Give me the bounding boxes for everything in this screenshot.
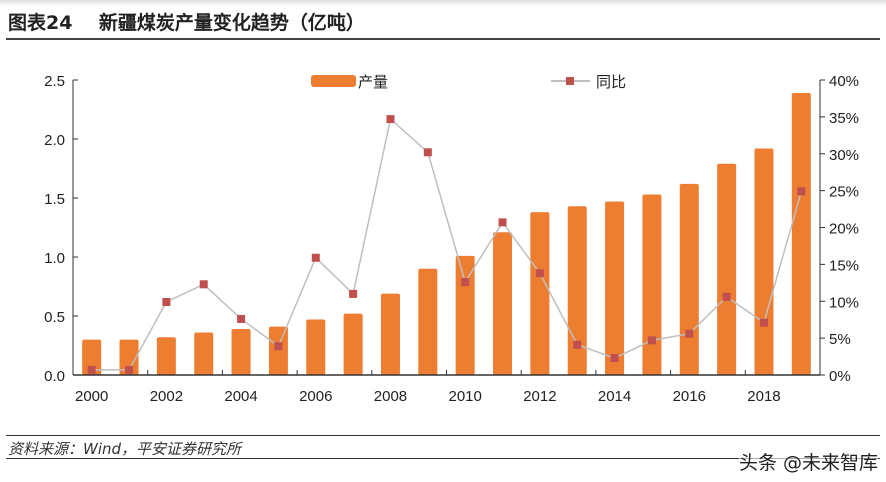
bar-2011: [493, 232, 513, 375]
left-tick-label: 0.5: [44, 309, 65, 326]
legend: 产量 同比: [311, 74, 626, 91]
right-tick-label: 30%: [829, 147, 859, 164]
x-tick-label: 2004: [224, 388, 257, 405]
x-tick-label: 2002: [150, 388, 183, 405]
yoy-point-2000: [87, 365, 96, 374]
x-tick-label: 2014: [598, 388, 631, 405]
right-tick-label: 40%: [829, 73, 859, 90]
bar-2010: [455, 255, 475, 375]
source-divider: [6, 435, 880, 436]
chart: 0.0 0.5 1.0 1.5 2.0 2.5 0% 5% 10% 15% 20% 25% 30% 35%…: [44, 73, 859, 405]
right-tick-label: 5%: [829, 331, 851, 348]
bar-2018: [754, 148, 774, 375]
watermark: 头条 @未来智库: [738, 448, 878, 475]
x-tick-label: 2018: [747, 388, 780, 405]
top-shadow: [0, 0, 886, 6]
left-tick-label: 1.5: [44, 191, 65, 208]
bar-2000: [82, 339, 102, 375]
bar-2016: [679, 183, 699, 375]
right-tick-label: 10%: [829, 294, 859, 311]
yoy-point-2010: [461, 278, 470, 287]
bar-2014: [605, 201, 625, 375]
yoy-point-2012: [535, 269, 544, 278]
x-tick-label: 2000: [75, 388, 108, 405]
yoy-point-2008: [386, 115, 395, 124]
left-tick-label: 2.5: [44, 73, 65, 90]
source-note: 资料来源：Wind，平安证券研究所: [8, 440, 242, 458]
yoy-point-2003: [199, 280, 208, 289]
x-tick-label: 2008: [374, 388, 407, 405]
bar-2002: [156, 337, 176, 375]
title-divider: [6, 38, 880, 40]
bar-2004: [231, 328, 251, 375]
yoy-point-2015: [647, 336, 656, 345]
bar-2003: [194, 332, 214, 375]
yoy-point-2006: [311, 253, 320, 262]
right-tick-label: 20%: [829, 221, 859, 238]
bar-2001: [119, 339, 139, 375]
x-tick-label: 2006: [299, 388, 332, 405]
yoy-point-2001: [125, 365, 134, 374]
yoy-point-2016: [685, 329, 694, 338]
right-tick-label: 0%: [829, 368, 851, 385]
yoy-point-2011: [498, 218, 507, 227]
bar-2007: [343, 313, 363, 375]
yoy-point-2019: [797, 187, 806, 196]
bar-2006: [306, 319, 326, 375]
yoy-point-2009: [423, 148, 432, 157]
left-tick-label: 0.0: [44, 368, 65, 385]
x-tick-label: 2010: [448, 388, 481, 405]
yoy-point-2018: [759, 318, 768, 327]
bar-2008: [380, 293, 400, 375]
bar-2013: [567, 206, 587, 375]
yoy-point-2013: [573, 340, 582, 349]
legend-label-production: 产量: [358, 74, 388, 91]
x-tick-label: 2016: [673, 388, 706, 405]
bar-2019: [791, 92, 811, 375]
yoy-point-2005: [274, 342, 283, 351]
bar-2017: [717, 163, 737, 375]
yoy-point-2002: [162, 297, 171, 306]
legend-marker-yoy: [566, 77, 574, 85]
yoy-point-2004: [237, 314, 246, 323]
bottom-divider: [6, 458, 880, 459]
yoy-point-2017: [722, 292, 731, 301]
yoy-point-2007: [349, 289, 358, 298]
chart-title: 图表24 新疆煤炭产量变化趋势（亿吨）: [8, 12, 365, 34]
right-tick-label: 25%: [829, 184, 859, 201]
x-tick-label: 2012: [523, 388, 556, 405]
yoy-point-2014: [610, 354, 619, 363]
bar-2012: [530, 212, 550, 375]
right-tick-label: 35%: [829, 110, 859, 127]
right-tick-label: 15%: [829, 257, 859, 274]
left-tick-label: 1.0: [44, 250, 65, 267]
bar-2005: [268, 326, 288, 375]
yoy-line: [91, 117, 803, 371]
bar-2015: [642, 194, 662, 375]
bar-2009: [418, 268, 438, 375]
left-tick-label: 2.0: [44, 132, 65, 149]
legend-swatch-production: [311, 75, 356, 87]
legend-label-yoy: 同比: [596, 74, 626, 91]
